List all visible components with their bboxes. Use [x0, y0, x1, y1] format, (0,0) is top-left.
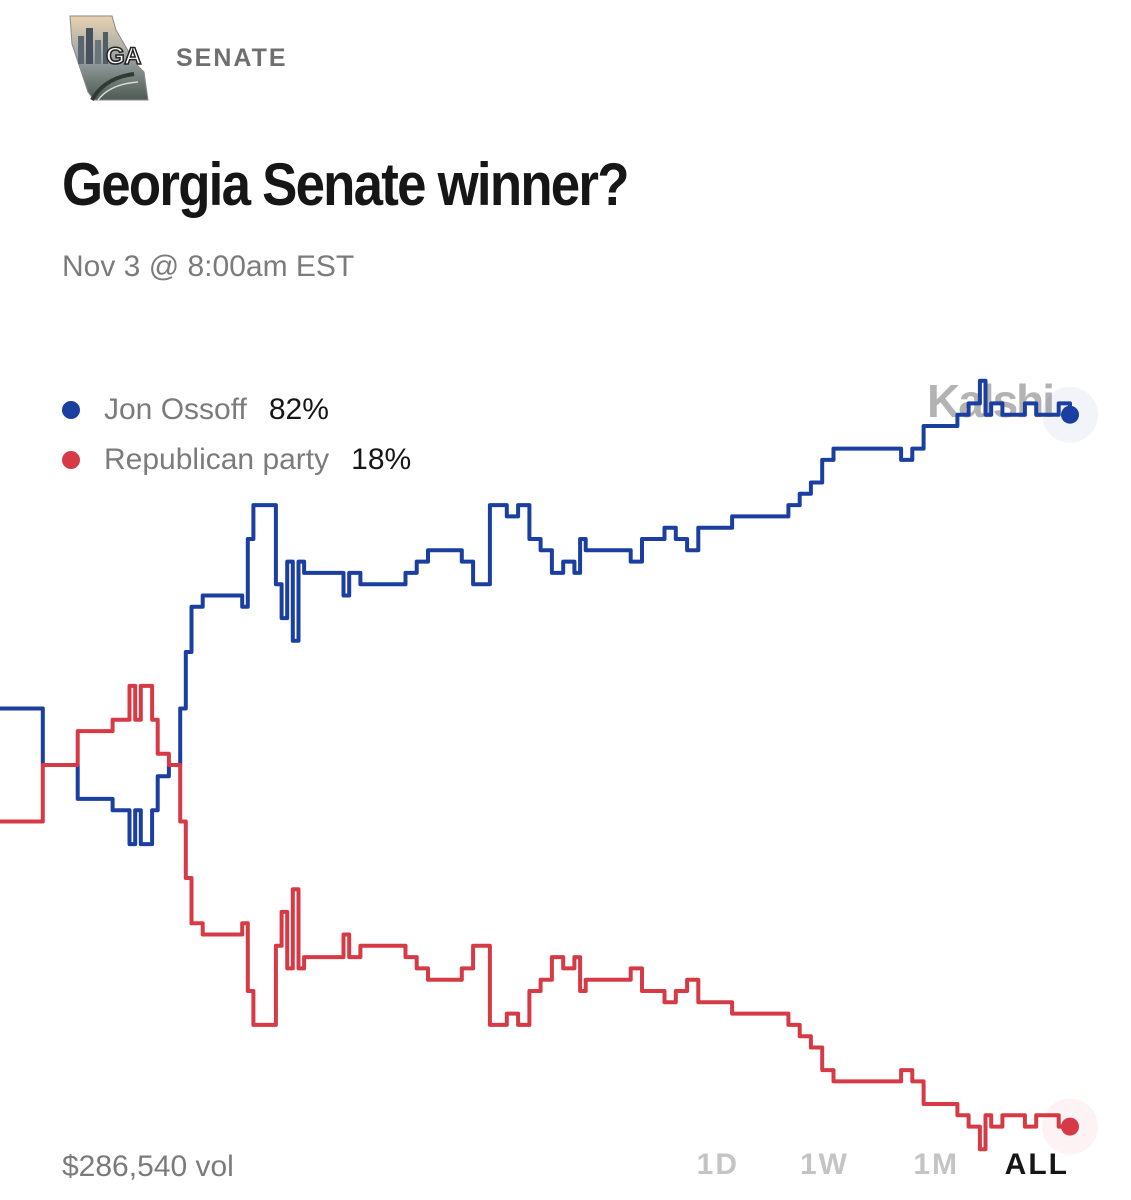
- legend-value: 18%: [351, 443, 412, 476]
- legend-name: Jon Ossoff: [104, 393, 247, 426]
- legend-item-ossoff: Jon Ossoff 82%: [62, 385, 411, 435]
- legend-value: 82%: [268, 393, 329, 426]
- category-label: SENATE: [176, 44, 288, 72]
- range-tab-1w[interactable]: 1W: [800, 1148, 849, 1181]
- legend-name: Republican party: [104, 443, 330, 476]
- range-tab-all[interactable]: ALL: [1004, 1148, 1069, 1181]
- market-header: GA SENATE: [64, 14, 664, 104]
- kalshi-logo: Kalshi: [927, 375, 1055, 427]
- chart-legend: Jon Ossoff 82% Republican party 18%: [62, 385, 411, 485]
- legend-item-republican: Republican party 18%: [62, 435, 411, 485]
- time-range-tabs: 1D 1W 1M ALL: [629, 1148, 1069, 1182]
- series-end-halo: [1042, 1098, 1098, 1155]
- market-title: Georgia Senate winner?: [62, 151, 629, 218]
- series-end-point-republican: [1061, 1117, 1079, 1136]
- volume-label: $286,540 vol: [62, 1150, 234, 1183]
- series-end-point-ossoff: [1061, 405, 1079, 424]
- market-date: Nov 3 @ 8:00am EST: [62, 250, 355, 283]
- georgia-state-icon: [64, 14, 154, 104]
- series-line-republican: [0, 683, 1070, 1152]
- range-tab-1m[interactable]: 1M: [913, 1148, 959, 1181]
- legend-dot-republican: [62, 451, 80, 469]
- state-code-label: GA: [105, 42, 142, 71]
- legend-dot-ossoff: [62, 401, 80, 419]
- range-tab-1d[interactable]: 1D: [696, 1148, 739, 1181]
